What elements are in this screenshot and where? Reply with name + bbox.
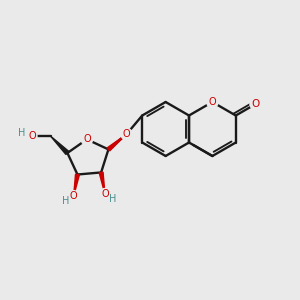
Polygon shape	[107, 134, 127, 151]
Text: O: O	[208, 97, 216, 107]
Polygon shape	[51, 136, 69, 155]
Circle shape	[121, 128, 132, 140]
Text: O: O	[101, 189, 109, 199]
Text: H: H	[18, 128, 26, 138]
Text: H: H	[62, 196, 70, 206]
Text: O: O	[251, 99, 260, 109]
Text: O: O	[70, 191, 77, 201]
Text: O: O	[123, 129, 130, 139]
Text: H: H	[109, 194, 116, 204]
Circle shape	[99, 188, 111, 200]
Text: O: O	[29, 131, 37, 141]
Polygon shape	[74, 174, 80, 196]
Circle shape	[207, 96, 218, 108]
Circle shape	[24, 130, 37, 143]
Text: O: O	[83, 134, 91, 144]
Polygon shape	[99, 172, 105, 194]
Circle shape	[68, 190, 79, 202]
Circle shape	[81, 134, 93, 145]
Circle shape	[250, 98, 261, 110]
